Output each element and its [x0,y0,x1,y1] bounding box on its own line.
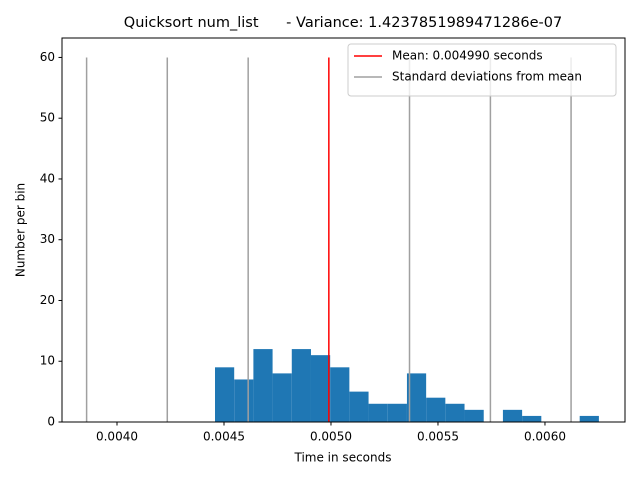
x-tick-label: 0.0045 [203,430,245,444]
histogram-bar [291,349,311,422]
histogram-bar [522,415,542,422]
histogram-bar [464,409,484,422]
histogram-bar [406,373,427,422]
x-tick-label: 0.0050 [310,430,352,444]
axes-frame [61,37,626,423]
y-tick-label: 60 [40,50,55,64]
histogram-bar [349,391,369,422]
histogram-bar [579,415,599,422]
histogram-bar [368,403,388,422]
y-tick-label: 40 [40,171,55,185]
y-tick-label: 10 [40,354,55,368]
y-axis-label: Number per bin [14,183,28,277]
y-tick-label: 20 [40,293,55,307]
histogram-bar [253,349,273,422]
histogram-bar [234,379,254,422]
histogram-bar [445,403,465,422]
histogram-bar [426,397,446,422]
plot-area [85,57,599,422]
histogram-bar [330,367,350,422]
legend: Mean: 0.004990 seconds Standard deviation… [347,43,617,97]
x-tick-label: 0.0060 [524,430,566,444]
histogram-bar [387,403,407,422]
x-tick-label: 0.0040 [96,430,138,444]
legend-label: Mean: 0.004990 seconds [392,49,543,63]
x-tick-label: 0.0055 [417,430,459,444]
histogram-bar [310,355,331,422]
histogram-bar [272,373,292,422]
chart-title: Quicksort num_list - Variance: 1.4237851… [124,15,562,31]
histogram-bar [502,409,523,422]
legend-label: Standard deviations from mean [392,70,582,84]
y-tick-label: 50 [40,111,55,125]
y-tick-label: 0 [47,415,55,429]
x-axis-label: Time in seconds [294,451,392,465]
y-tick-label: 30 [40,232,55,246]
legend-box [347,43,617,97]
histogram-bar [215,367,235,422]
